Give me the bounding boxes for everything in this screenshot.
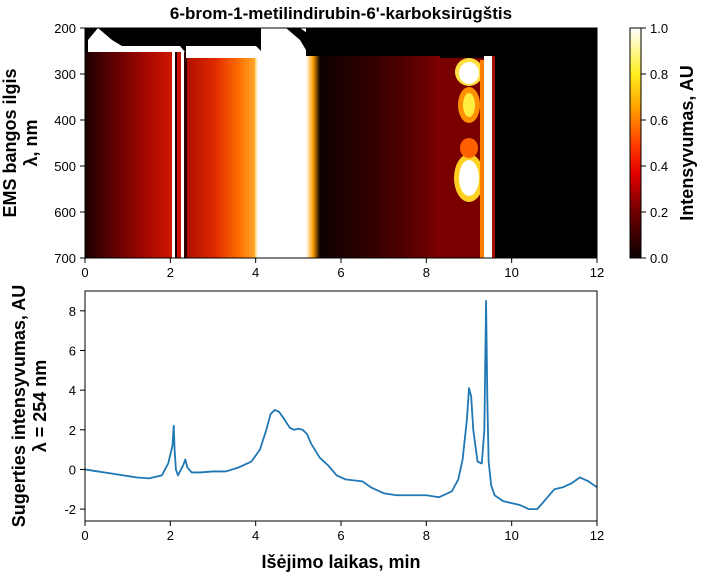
heatmap-x-tick-label: 0 [81, 265, 88, 280]
heatmap-x-tick-label: 12 [590, 265, 604, 280]
line-xlabel: Išėjimo laikas, min [261, 552, 420, 572]
heatmap-y-tick-label: 500 [54, 159, 76, 174]
line-y-tick-label: 4 [69, 383, 76, 398]
line-y-tick-label: 0 [69, 462, 76, 477]
heatmap-title: 6-brom-1-metilindirubin-6'-karboksirūgšt… [170, 4, 512, 23]
heatmap-image [85, 28, 597, 258]
line-y-axis: -2 0 2 4 6 8 [64, 304, 85, 517]
heatmap-y-axis: 200 300 400 500 600 700 [54, 21, 85, 266]
line-x-axis: 0 2 4 6 8 10 12 [81, 521, 604, 543]
line-x-tick-label: 6 [337, 528, 344, 543]
line-x-tick-label: 12 [590, 528, 604, 543]
heatmap-x-tick-label: 6 [337, 265, 344, 280]
colorbar-tick-label: 1.0 [650, 21, 668, 36]
line-y-tick-label: 6 [69, 343, 76, 358]
heatmap-x-tick-label: 8 [423, 265, 430, 280]
heatmap-y-tick-label: 600 [54, 205, 76, 220]
colorbar-ticks: 0.0 0.2 0.4 0.6 0.8 1.0 [641, 21, 668, 266]
colorbar-frame [629, 27, 642, 259]
heatmap-y-tick-label: 200 [54, 21, 76, 36]
line-ylabel-line-1: Sugerties intensyvumas, AU [9, 285, 29, 527]
heatmap-ylabel-line-1: EMS bangos ilgis [0, 68, 20, 217]
line-y-tick-label: -2 [64, 502, 76, 517]
line-x-tick-label: 4 [252, 528, 259, 543]
line-plot-area [85, 291, 597, 521]
heatmap-x-tick-label: 10 [504, 265, 518, 280]
heatmap-y-tick-label: 300 [54, 67, 76, 82]
colorbar-tick-label: 0.8 [650, 67, 668, 82]
line-y-tick-label: 8 [69, 304, 76, 319]
heatmap-ylabel-line-2: λ, nm [21, 119, 41, 166]
colorbar-tick-label: 0.0 [650, 251, 668, 266]
line-x-tick-label: 0 [81, 528, 88, 543]
colorbar-label: Intensyvumas, AU [677, 65, 697, 220]
heatmap-y-tick-label: 400 [54, 113, 76, 128]
line-x-tick-label: 8 [423, 528, 430, 543]
colorbar-tick-label: 0.4 [650, 159, 668, 174]
heatmap-x-tick-label: 2 [167, 265, 174, 280]
heatmap-x-tick-label: 4 [252, 265, 259, 280]
colorbar [630, 28, 641, 258]
line-ylabel: Sugerties intensyvumas, AU λ = 254 nm [9, 285, 50, 527]
series-line-254nm [85, 300, 597, 510]
line-ylabel-line-2: λ = 254 nm [30, 360, 50, 453]
heatmap-y-tick-label: 700 [54, 251, 76, 266]
line-x-tick-label: 2 [167, 528, 174, 543]
line-x-tick-label: 10 [504, 528, 518, 543]
colorbar-tick-label: 0.6 [650, 113, 668, 128]
heatmap-ylabel: EMS bangos ilgis λ, nm [0, 68, 41, 217]
line-y-tick-label: 2 [69, 423, 76, 438]
heatmap-x-axis: 0 2 4 6 8 10 12 [81, 258, 604, 280]
colorbar-tick-label: 0.2 [650, 205, 668, 220]
